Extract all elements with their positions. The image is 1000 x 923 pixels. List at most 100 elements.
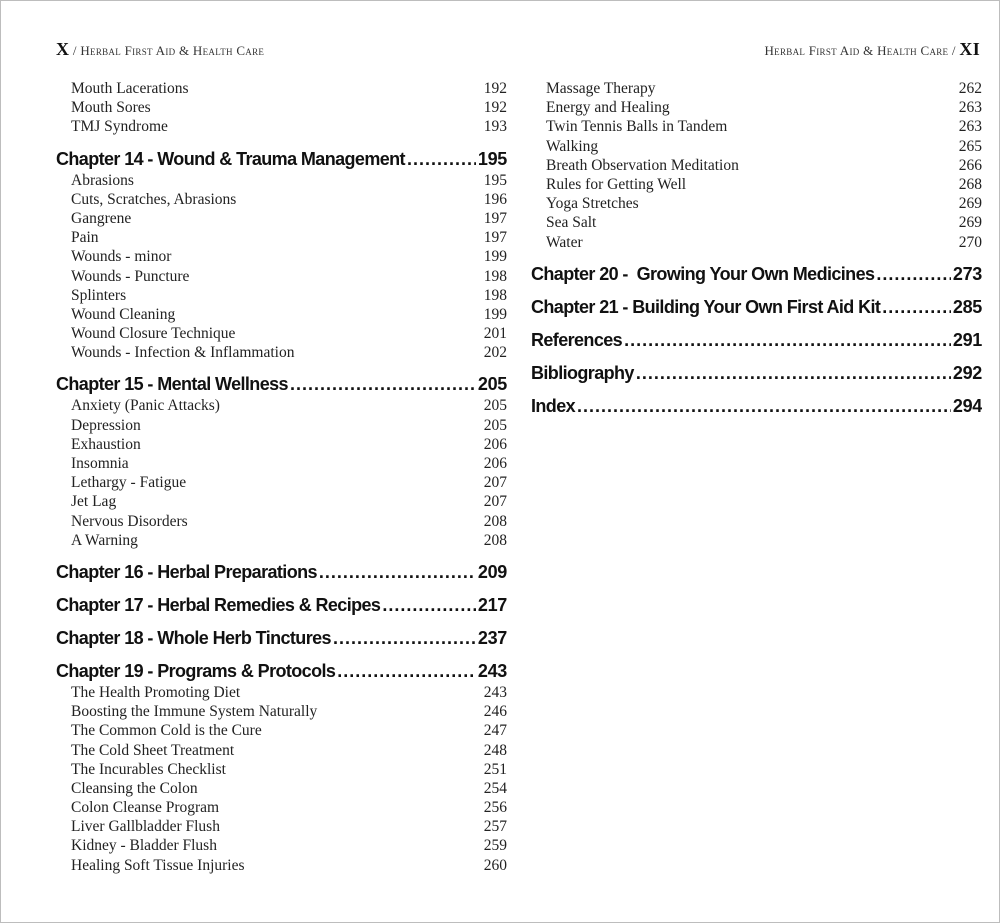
entry-title: Wounds - minor <box>71 248 172 266</box>
toc-section-entry[interactable]: Sea Salt 269 <box>531 213 982 232</box>
toc-section-entry[interactable]: The Incurables Checklist 251 <box>56 760 507 779</box>
page-number: X <box>56 39 70 59</box>
entry-title: Yoga Stretches <box>546 195 639 213</box>
toc-chapter-entry[interactable]: Chapter 20 - Growing Your Own Medicines 2… <box>531 263 982 285</box>
toc-section-entry[interactable]: Twin Tennis Balls in Tandem 263 <box>531 117 982 136</box>
entry-title: Twin Tennis Balls in Tandem <box>546 118 728 136</box>
entry-page-number: 198 <box>483 286 507 304</box>
toc-section-entry[interactable]: The Cold Sheet Treatment 248 <box>56 741 507 760</box>
entry-title: Wounds - Infection & Inflammation <box>71 344 295 362</box>
toc-section-entry[interactable]: Wounds - Puncture 198 <box>56 267 507 286</box>
toc-section-entry[interactable]: Water 270 <box>531 233 982 252</box>
running-header-right: Herbal First Aid & Health Care / XI <box>764 39 980 60</box>
toc-section-entry[interactable]: Cuts, Scratches, Abrasions 196 <box>56 190 507 209</box>
toc-chapter-entry[interactable]: References 291 <box>531 329 982 351</box>
entry-page-number: 263 <box>958 118 982 136</box>
toc-section-entry[interactable]: Anxiety (Panic Attacks) 205 <box>56 396 507 415</box>
entry-page-number: 262 <box>958 80 982 97</box>
toc-section-entry[interactable]: Wounds - minor 199 <box>56 247 507 266</box>
entry-title: Splinters <box>71 286 127 304</box>
toc-section-entry[interactable]: Yoga Stretches 269 <box>531 194 982 213</box>
entry-title: The Cold Sheet Treatment <box>71 741 235 759</box>
toc-chapter-entry[interactable]: Bibliography 292 <box>531 362 982 384</box>
toc-section-entry[interactable]: Wound Cleaning 199 <box>56 305 507 324</box>
dot-leader <box>407 148 476 170</box>
toc-section-entry[interactable]: The Health Promoting Diet 243 <box>56 683 507 702</box>
entry-page-number: 195 <box>483 171 507 189</box>
entry-title: Bibliography <box>531 362 634 383</box>
toc-section-entry[interactable]: Mouth Lacerations 192 <box>56 79 507 98</box>
toc-chapter-entry[interactable]: Chapter 15 - Mental Wellness 205 <box>56 373 507 395</box>
toc-section-entry[interactable]: Nervous Disorders 208 <box>56 512 507 531</box>
entry-title: Boosting the Immune System Naturally <box>71 703 318 721</box>
toc-section-entry[interactable]: Jet Lag 207 <box>56 492 507 511</box>
toc-section-entry[interactable]: TMJ Syndrome 193 <box>56 117 507 136</box>
entry-title: Abrasions <box>71 171 134 189</box>
toc-section-entry[interactable]: Massage Therapy 262 <box>531 79 982 98</box>
entry-page-number: 273 <box>952 263 982 284</box>
entry-title: Chapter 15 - Mental Wellness <box>56 374 289 395</box>
entry-page-number: 202 <box>483 344 507 362</box>
entry-page-number: 205 <box>483 416 507 434</box>
entry-page-number: 243 <box>477 660 507 681</box>
entry-page-number: 205 <box>483 397 507 415</box>
toc-chapter-entry[interactable]: Chapter 21 - Building Your Own First Aid… <box>531 296 982 318</box>
toc-section-entry[interactable]: The Common Cold is the Cure 247 <box>56 721 507 740</box>
toc-section-entry[interactable]: Depression 205 <box>56 416 507 435</box>
entry-title: Insomnia <box>71 455 129 472</box>
dot-leader <box>876 263 950 285</box>
toc-section-entry[interactable]: Wound Closure Technique 201 <box>56 324 507 343</box>
entry-title: Chapter 21 - Building Your Own First Aid… <box>531 296 881 317</box>
toc-section-entry[interactable]: Breath Observation Meditation 266 <box>531 156 982 175</box>
entry-title: Depression <box>71 416 141 434</box>
toc-section-entry[interactable]: Splinters 198 <box>56 286 507 305</box>
dot-leader <box>882 296 951 318</box>
entry-page-number: 196 <box>483 190 507 208</box>
entry-title: Anxiety (Panic Attacks) <box>71 397 220 415</box>
entry-page-number: 201 <box>483 325 507 343</box>
entry-title: Chapter 20 - Growing Your Own Medicines <box>531 263 875 284</box>
toc-right-column: Massage Therapy 262 Energy and Healing 263 T… <box>531 79 982 418</box>
entry-page-number: 206 <box>483 455 507 472</box>
toc-section-entry[interactable]: Lethargy - Fatigue 207 <box>56 473 507 492</box>
entry-title: Kidney - Bladder Flush <box>71 837 217 855</box>
entry-page-number: 192 <box>483 80 507 97</box>
entry-page-number: 269 <box>958 214 982 232</box>
toc-chapter-entry[interactable]: Index 294 <box>531 395 982 417</box>
toc-section-entry[interactable]: Liver Gallbladder Flush 257 <box>56 817 507 836</box>
entry-title: Chapter 19 - Programs & Protocols <box>56 660 336 681</box>
entry-page-number: 294 <box>952 395 982 416</box>
toc-section-entry[interactable]: A Warning 208 <box>56 531 507 550</box>
toc-section-entry[interactable]: Energy and Healing 263 <box>531 98 982 117</box>
entry-title: Breath Observation Meditation <box>546 156 739 174</box>
toc-section-entry[interactable]: Boosting the Immune System Naturally 246 <box>56 702 507 721</box>
toc-section-entry[interactable]: Pain 197 <box>56 228 507 247</box>
entry-page-number: 237 <box>477 627 507 648</box>
toc-section-entry[interactable]: Exhaustion 206 <box>56 435 507 454</box>
dot-leader <box>577 395 951 417</box>
toc-chapter-entry[interactable]: Chapter 16 - Herbal Preparations 209 <box>56 561 507 583</box>
book-title: Herbal First Aid & Health Care / <box>764 43 956 58</box>
entry-title: Jet Lag <box>71 493 117 511</box>
toc-section-entry[interactable]: Mouth Sores 192 <box>56 98 507 117</box>
entry-title: TMJ Syndrome <box>71 118 168 136</box>
toc-chapter-entry[interactable]: Chapter 18 - Whole Herb Tinctures 237 <box>56 627 507 649</box>
toc-chapter-entry[interactable]: Chapter 19 - Programs & Protocols 243 <box>56 660 507 682</box>
toc-section-entry[interactable]: Gangrene 197 <box>56 209 507 228</box>
book-title: / Herbal First Aid & Health Care <box>72 43 265 58</box>
entry-page-number: 266 <box>958 156 982 174</box>
toc-section-entry[interactable]: Walking 265 <box>531 137 982 156</box>
toc-section-entry[interactable]: Abrasions 195 <box>56 171 507 190</box>
toc-section-entry[interactable]: Kidney - Bladder Flush 259 <box>56 836 507 855</box>
entry-title: Liver Gallbladder Flush <box>71 818 220 836</box>
toc-section-entry[interactable]: Colon Cleanse Program 256 <box>56 798 507 817</box>
toc-section-entry[interactable]: Wounds - Infection & Inflammation 202 <box>56 343 507 362</box>
toc-section-entry[interactable]: Insomnia 206 <box>56 454 507 473</box>
toc-chapter-entry[interactable]: Chapter 17 - Herbal Remedies & Recipes 21… <box>56 594 507 616</box>
entry-page-number: 195 <box>477 148 507 169</box>
toc-section-entry[interactable]: Rules for Getting Well 268 <box>531 175 982 194</box>
entry-page-number: 265 <box>958 137 982 155</box>
toc-section-entry[interactable]: Cleansing the Colon 254 <box>56 779 507 798</box>
toc-section-entry[interactable]: Healing Soft Tissue Injuries 260 <box>56 856 507 875</box>
toc-chapter-entry[interactable]: Chapter 14 - Wound & Trauma Management 19… <box>56 148 507 170</box>
